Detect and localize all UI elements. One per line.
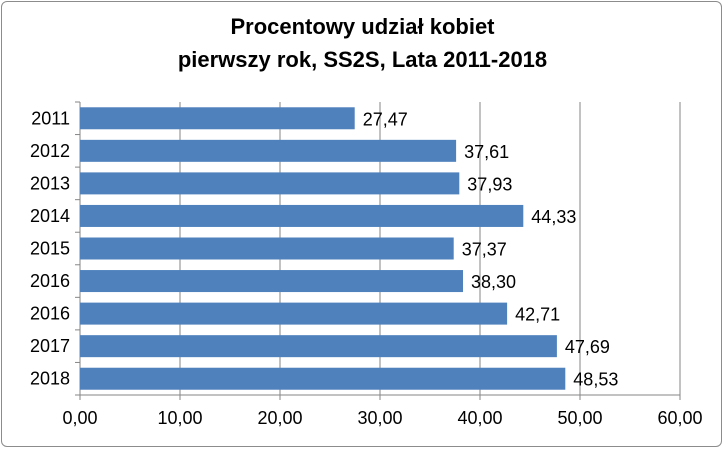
x-tick-label: 20,00 (257, 408, 302, 428)
y-tick-label: 2014 (30, 206, 70, 226)
bar (80, 237, 454, 260)
chart-title-line-1: Procentowy udział kobiet (230, 14, 495, 39)
data-label: 42,71 (515, 305, 560, 325)
data-label: 37,61 (464, 142, 509, 162)
y-tick-label: 2016 (30, 271, 70, 291)
data-label: 38,30 (471, 272, 516, 292)
data-label: 48,53 (573, 370, 618, 390)
data-label: 47,69 (565, 337, 610, 357)
bar (80, 270, 463, 293)
y-tick-label: 2017 (30, 336, 70, 356)
chart-title: Procentowy udział kobiet pierwszy rok, S… (0, 10, 725, 76)
chart-title-line-2: pierwszy rok, SS2S, Lata 2011-2018 (177, 47, 548, 72)
data-label: 37,93 (467, 174, 512, 194)
x-tick-label: 0,00 (62, 408, 97, 428)
y-tick-label: 2013 (30, 173, 70, 193)
x-tick-label: 40,00 (457, 408, 502, 428)
bar (80, 204, 524, 227)
y-tick-label: 2015 (30, 239, 70, 259)
data-label: 27,47 (363, 109, 408, 129)
x-tick-label: 10,00 (157, 408, 202, 428)
bar (80, 139, 457, 162)
bar (80, 172, 460, 195)
bar (80, 335, 557, 358)
x-tick-label: 30,00 (357, 408, 402, 428)
bar (80, 107, 355, 130)
bar (80, 302, 508, 325)
data-label: 44,33 (531, 207, 576, 227)
y-tick-label: 2011 (31, 108, 70, 128)
y-tick-label: 2012 (30, 141, 70, 161)
x-tick-label: 60,00 (657, 408, 702, 428)
x-tick-label: 50,00 (557, 408, 602, 428)
data-label: 37,37 (462, 240, 507, 260)
y-tick-label: 2018 (30, 369, 70, 389)
y-tick-label: 2016 (30, 304, 70, 324)
bar (80, 367, 566, 390)
